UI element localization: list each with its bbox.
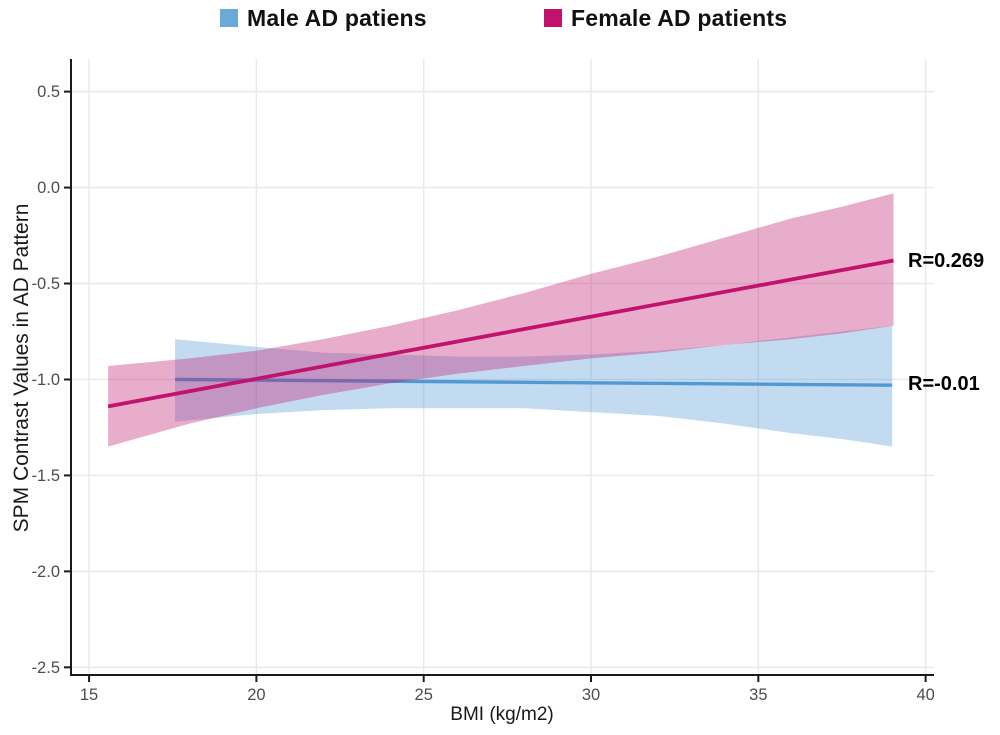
x-tick-label: 20: [247, 686, 265, 704]
legend-item-male: Male AD patiens: [220, 4, 427, 31]
legend-label-female: Female AD patients: [571, 4, 788, 31]
confidence-band-male: [175, 325, 893, 447]
x-tick-label: 35: [749, 686, 767, 704]
x-tick-label: 25: [415, 686, 433, 704]
x-tick-label: 30: [582, 686, 600, 704]
legend-swatch-female: [544, 9, 562, 27]
legend-swatch-male: [220, 9, 238, 27]
y-tick-label: -1.0: [32, 371, 60, 389]
legend-label-male: Male AD patiens: [247, 4, 427, 31]
x-axis-title: BMI (kg/m2): [450, 704, 554, 725]
legend-item-female: Female AD patients: [544, 4, 788, 31]
r-annotation-female: R=0.269: [908, 250, 985, 272]
y-tick-label: 0.5: [37, 83, 60, 101]
x-tick-label: 15: [80, 686, 98, 704]
regression-line-male: [175, 377, 893, 387]
confidence-band-female: [108, 193, 894, 447]
regression-line-female: [107, 258, 894, 409]
y-tick-label: -2.5: [32, 659, 60, 677]
y-tick-label: -1.5: [32, 467, 60, 485]
x-tick-label: 40: [916, 686, 934, 704]
r-annotation-male: R=-0.01: [908, 373, 980, 395]
y-tick-label: -0.5: [32, 275, 60, 293]
y-tick-label: -2.0: [32, 563, 60, 581]
y-tick-label: 0.0: [37, 179, 60, 197]
